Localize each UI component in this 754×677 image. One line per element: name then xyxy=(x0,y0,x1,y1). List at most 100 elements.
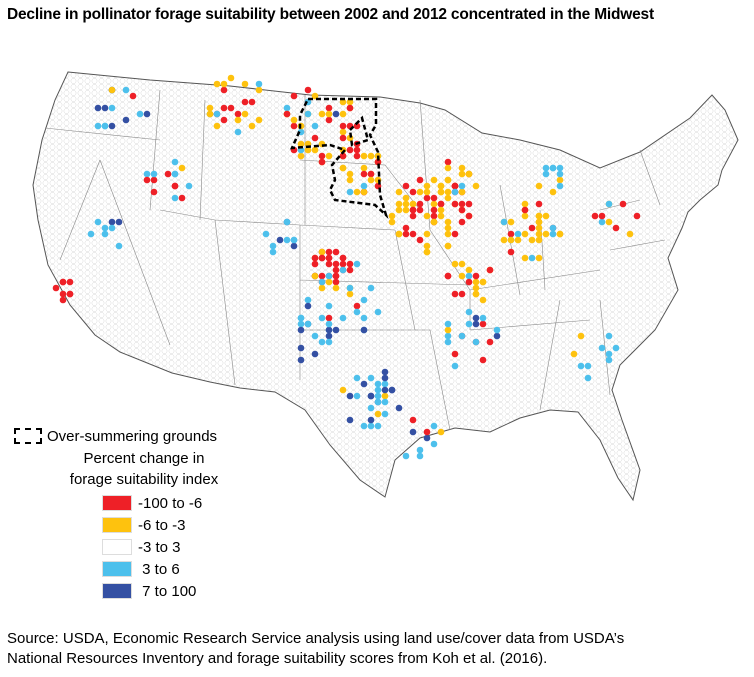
hex-cell xyxy=(409,428,417,436)
hex-cell xyxy=(59,290,67,298)
hex-cell xyxy=(381,374,389,382)
hex-cell xyxy=(381,368,389,376)
hex-cell xyxy=(339,128,347,136)
hex-cell xyxy=(479,296,487,304)
hex-cell xyxy=(269,242,277,250)
hex-cell xyxy=(101,122,109,130)
hex-cell xyxy=(458,200,466,208)
hex-cell xyxy=(213,122,221,130)
hex-cell xyxy=(598,218,606,226)
hex-cell xyxy=(423,230,431,238)
hex-cell xyxy=(346,392,354,400)
hex-cell xyxy=(430,422,438,430)
hex-cell xyxy=(430,206,438,214)
hex-cell xyxy=(423,188,431,196)
hex-cell xyxy=(437,182,445,190)
hex-cell xyxy=(486,266,494,274)
hex-cell xyxy=(87,230,95,238)
hex-cell xyxy=(297,320,305,328)
hex-cell xyxy=(360,296,368,304)
hex-cell xyxy=(248,122,256,130)
hex-cell xyxy=(129,92,137,100)
hex-cell xyxy=(122,86,130,94)
hex-cell xyxy=(409,212,417,220)
hex-cell xyxy=(339,164,347,172)
hex-cell xyxy=(346,176,354,184)
hex-cell xyxy=(500,218,508,226)
hex-cell xyxy=(472,320,480,328)
hex-cell xyxy=(150,188,158,196)
hex-cell xyxy=(290,236,298,244)
hex-cell xyxy=(143,176,151,184)
hex-cell xyxy=(388,212,396,220)
hex-cell xyxy=(479,278,487,286)
hex-cell xyxy=(402,200,410,208)
hex-cell xyxy=(353,122,361,130)
hex-cell xyxy=(332,266,340,274)
hex-cell xyxy=(423,212,431,220)
hex-cell xyxy=(472,278,480,286)
hex-cell xyxy=(633,212,641,220)
hex-cell xyxy=(556,170,564,178)
hex-cell xyxy=(458,290,466,298)
hex-cell xyxy=(444,326,452,334)
hex-cell xyxy=(318,314,326,322)
hex-cell xyxy=(458,206,466,214)
legend-swatch xyxy=(102,561,132,577)
hex-cell xyxy=(255,86,263,94)
hex-cell xyxy=(346,416,354,424)
hex-cell xyxy=(178,194,186,202)
hex-cell xyxy=(94,122,102,130)
hex-cell xyxy=(535,218,543,226)
hex-cell xyxy=(353,188,361,196)
hex-cell xyxy=(297,344,305,352)
hex-cell xyxy=(451,290,459,298)
hex-cell xyxy=(332,278,340,286)
hex-cell xyxy=(59,296,67,304)
hex-cell xyxy=(430,212,438,220)
hex-cell xyxy=(444,338,452,346)
hex-cell xyxy=(304,86,312,94)
hex-cell xyxy=(241,98,249,106)
hex-cell xyxy=(458,272,466,280)
hex-cell xyxy=(479,314,487,322)
hex-cell xyxy=(108,218,116,226)
hex-cell xyxy=(346,290,354,298)
hex-cell xyxy=(227,104,235,112)
hex-cell xyxy=(346,266,354,274)
legend-label: -3 to 3 xyxy=(138,538,181,556)
hex-cell xyxy=(360,188,368,196)
hex-cell xyxy=(542,164,550,172)
hex-cell xyxy=(297,140,305,148)
hex-cell xyxy=(437,212,445,220)
hex-cell xyxy=(395,206,403,214)
hex-cell xyxy=(283,236,291,244)
hex-cell xyxy=(220,104,228,112)
hex-cell xyxy=(507,218,515,226)
hex-cell xyxy=(318,254,326,262)
hex-cell xyxy=(339,314,347,322)
hex-cell xyxy=(451,260,459,268)
hex-cell xyxy=(332,284,340,292)
hex-cell xyxy=(353,146,361,154)
hex-cell xyxy=(409,188,417,196)
hex-cell xyxy=(472,182,480,190)
hex-cell xyxy=(395,404,403,412)
hex-cell xyxy=(381,410,389,418)
hex-cell xyxy=(465,272,473,280)
hex-cell xyxy=(353,302,361,310)
hex-cell xyxy=(605,200,613,208)
hex-cell xyxy=(500,236,508,244)
hex-cell xyxy=(374,422,382,430)
hex-cell xyxy=(402,194,410,202)
hex-cell xyxy=(535,200,543,208)
hex-cell xyxy=(451,188,459,196)
hex-cell xyxy=(234,128,242,136)
hex-cell xyxy=(304,146,312,154)
hex-cell xyxy=(374,386,382,394)
legend-label: -6 to -3 xyxy=(138,516,186,534)
hex-cell xyxy=(374,398,382,406)
hex-cell xyxy=(423,248,431,256)
hex-cell xyxy=(367,392,375,400)
hex-cell xyxy=(94,218,102,226)
